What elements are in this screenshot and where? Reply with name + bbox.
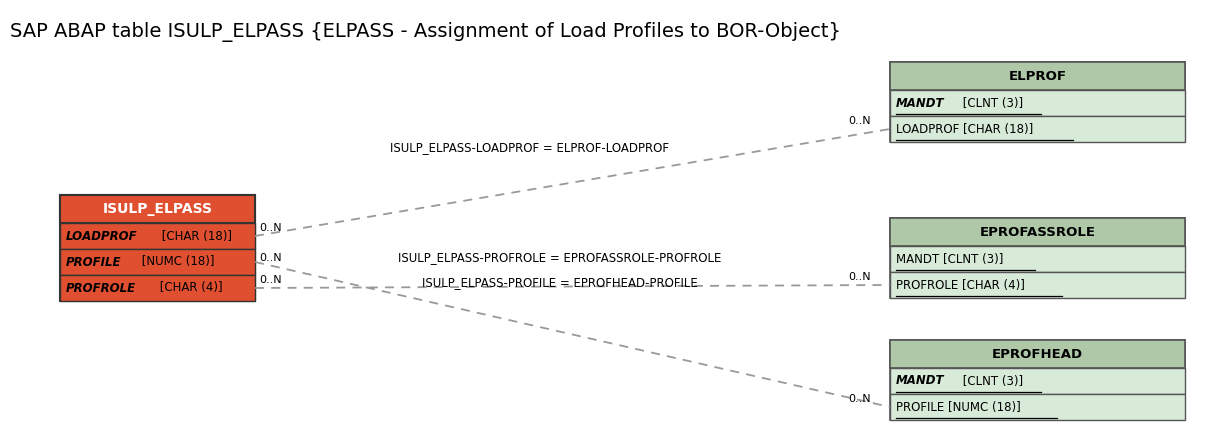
FancyBboxPatch shape bbox=[890, 368, 1186, 394]
FancyBboxPatch shape bbox=[60, 223, 255, 249]
FancyBboxPatch shape bbox=[890, 62, 1186, 142]
Text: PROFILE [NUMC (18)]: PROFILE [NUMC (18)] bbox=[896, 400, 1021, 413]
Text: ISULP_ELPASS-LOADPROF = ELPROF-LOADPROF: ISULP_ELPASS-LOADPROF = ELPROF-LOADPROF bbox=[391, 141, 669, 155]
Text: [CHAR (4)]: [CHAR (4)] bbox=[156, 281, 223, 295]
FancyBboxPatch shape bbox=[890, 272, 1186, 298]
FancyBboxPatch shape bbox=[890, 218, 1186, 246]
Text: 0..N: 0..N bbox=[259, 223, 282, 233]
FancyBboxPatch shape bbox=[890, 218, 1186, 298]
Text: 0..N: 0..N bbox=[849, 394, 871, 404]
Text: PROFROLE [CHAR (4)]: PROFROLE [CHAR (4)] bbox=[896, 279, 1024, 291]
FancyBboxPatch shape bbox=[60, 195, 255, 223]
Text: LOADPROF: LOADPROF bbox=[66, 229, 138, 242]
Text: 0..N: 0..N bbox=[849, 272, 871, 282]
FancyBboxPatch shape bbox=[890, 340, 1186, 420]
Text: [NUMC (18)]: [NUMC (18)] bbox=[138, 256, 214, 268]
FancyBboxPatch shape bbox=[890, 116, 1186, 142]
Text: MANDT: MANDT bbox=[896, 97, 945, 109]
Text: MANDT: MANDT bbox=[896, 374, 945, 388]
Text: [CLNT (3)]: [CLNT (3)] bbox=[958, 374, 1023, 388]
Text: [CLNT (3)]: [CLNT (3)] bbox=[958, 97, 1023, 109]
Text: 0..N: 0..N bbox=[259, 253, 282, 263]
Text: EPROFHEAD: EPROFHEAD bbox=[991, 347, 1083, 361]
FancyBboxPatch shape bbox=[890, 340, 1186, 368]
Text: MANDT [CLNT (3)]: MANDT [CLNT (3)] bbox=[896, 253, 1004, 265]
Text: ISULP_ELPASS-PROFILE = EPROFHEAD-PROFILE: ISULP_ELPASS-PROFILE = EPROFHEAD-PROFILE bbox=[422, 276, 698, 289]
Text: EPROFASSROLE: EPROFASSROLE bbox=[979, 225, 1095, 238]
FancyBboxPatch shape bbox=[890, 90, 1186, 116]
Text: 0..N: 0..N bbox=[259, 275, 282, 285]
Text: PROFILE: PROFILE bbox=[66, 256, 122, 268]
FancyBboxPatch shape bbox=[60, 249, 255, 275]
FancyBboxPatch shape bbox=[890, 246, 1186, 272]
Text: [CHAR (18)]: [CHAR (18)] bbox=[159, 229, 232, 242]
FancyBboxPatch shape bbox=[60, 275, 255, 301]
Text: SAP ABAP table ISULP_ELPASS {ELPASS - Assignment of Load Profiles to BOR-Object}: SAP ABAP table ISULP_ELPASS {ELPASS - As… bbox=[10, 22, 841, 42]
Text: LOADPROF [CHAR (18)]: LOADPROF [CHAR (18)] bbox=[896, 123, 1033, 136]
FancyBboxPatch shape bbox=[60, 195, 255, 301]
FancyBboxPatch shape bbox=[890, 394, 1186, 420]
Text: PROFROLE: PROFROLE bbox=[66, 281, 136, 295]
Text: ISULP_ELPASS-PROFROLE = EPROFASSROLE-PROFROLE: ISULP_ELPASS-PROFROLE = EPROFASSROLE-PRO… bbox=[398, 252, 722, 264]
Text: 0..N: 0..N bbox=[849, 116, 871, 126]
FancyBboxPatch shape bbox=[890, 62, 1186, 90]
Text: ELPROF: ELPROF bbox=[1009, 70, 1066, 82]
Text: ISULP_ELPASS: ISULP_ELPASS bbox=[103, 202, 212, 216]
